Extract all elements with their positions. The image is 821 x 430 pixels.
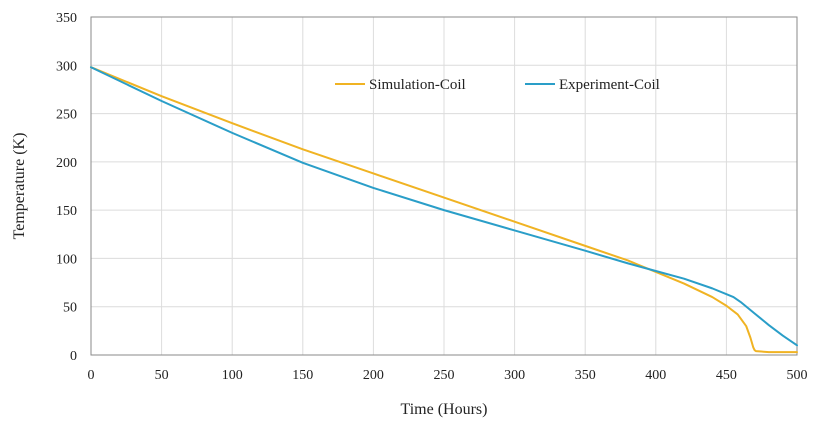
x-tick-label: 300 <box>504 368 525 383</box>
x-tick-label: 200 <box>363 368 384 383</box>
y-tick-label: 150 <box>56 204 77 219</box>
y-tick-label: 0 <box>70 349 77 364</box>
x-axis-title: Time (Hours) <box>401 401 488 418</box>
legend-label-simulation-coil: Simulation-Coil <box>369 77 466 93</box>
series-line-experiment-coil <box>90 66 798 347</box>
series-lines <box>90 66 798 354</box>
x-axis-tick-labels: 0 50 100 150 200 250 300 350 400 450 500 <box>88 368 808 383</box>
legend: Simulation-Coil Experiment-Coil <box>335 77 660 93</box>
x-tick-label: 250 <box>434 368 455 383</box>
y-tick-label: 300 <box>56 59 77 74</box>
x-tick-label: 150 <box>292 368 313 383</box>
y-tick-label: 100 <box>56 252 77 267</box>
x-tick-label: 400 <box>645 368 666 383</box>
y-tick-label: 200 <box>56 156 77 171</box>
y-tick-label: 50 <box>63 301 77 316</box>
x-tick-label: 350 <box>575 368 596 383</box>
plot-area-frame <box>90 16 798 356</box>
grid-lines <box>90 16 798 356</box>
x-tick-label: 50 <box>155 368 169 383</box>
x-tick-label: 100 <box>222 368 243 383</box>
y-axis-tick-labels: 0 50 100 150 200 250 300 350 <box>56 11 77 364</box>
x-tick-label: 450 <box>716 368 737 383</box>
y-tick-label: 250 <box>56 108 77 123</box>
y-axis-title: Temperature (K) <box>11 133 28 240</box>
legend-label-experiment-coil: Experiment-Coil <box>559 77 660 93</box>
x-tick-label: 0 <box>88 368 95 383</box>
y-tick-label: 350 <box>56 11 77 26</box>
series-line-simulation-coil <box>90 66 798 354</box>
x-tick-label: 500 <box>787 368 808 383</box>
